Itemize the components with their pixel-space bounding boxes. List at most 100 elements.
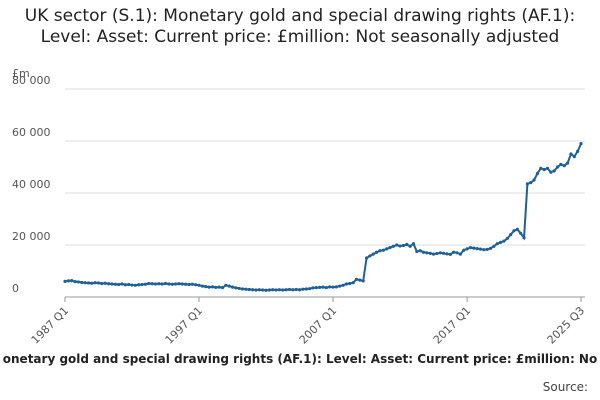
point bbox=[244, 287, 248, 291]
point bbox=[264, 288, 268, 292]
point bbox=[214, 285, 218, 289]
point bbox=[70, 279, 74, 283]
point bbox=[378, 249, 382, 253]
point bbox=[240, 287, 245, 291]
point bbox=[465, 247, 469, 251]
point bbox=[418, 249, 422, 253]
point bbox=[271, 288, 275, 292]
point bbox=[200, 284, 204, 288]
point bbox=[338, 284, 342, 288]
point bbox=[63, 279, 67, 283]
point bbox=[425, 251, 429, 255]
point bbox=[177, 282, 181, 286]
point bbox=[163, 281, 168, 286]
point bbox=[220, 286, 225, 290]
y-tick-label: 60 000 bbox=[12, 126, 51, 139]
point bbox=[234, 286, 238, 290]
point bbox=[321, 285, 325, 289]
point bbox=[291, 288, 295, 292]
point bbox=[488, 246, 493, 250]
point bbox=[237, 286, 241, 291]
point bbox=[140, 282, 144, 287]
x-tick-label: 1987 Q1 bbox=[29, 304, 72, 347]
source: Source: bbox=[542, 380, 588, 394]
point bbox=[509, 233, 513, 237]
point bbox=[529, 181, 533, 185]
point bbox=[204, 285, 208, 289]
point bbox=[197, 283, 201, 287]
point bbox=[545, 166, 550, 170]
point bbox=[391, 244, 395, 248]
point bbox=[173, 282, 178, 286]
point bbox=[552, 169, 556, 173]
point bbox=[371, 252, 375, 256]
point bbox=[307, 287, 312, 291]
point bbox=[261, 288, 265, 292]
y-tick-label: 0 bbox=[12, 282, 19, 295]
point bbox=[150, 282, 154, 286]
point bbox=[408, 244, 412, 248]
point bbox=[100, 281, 104, 286]
point bbox=[431, 252, 436, 256]
point bbox=[267, 288, 271, 292]
point bbox=[532, 178, 536, 182]
point bbox=[314, 286, 318, 290]
point bbox=[224, 283, 228, 287]
point bbox=[247, 287, 251, 292]
y-tick-label: 20 000 bbox=[12, 230, 51, 243]
point bbox=[364, 256, 369, 260]
point bbox=[344, 282, 349, 286]
point bbox=[277, 288, 282, 292]
point bbox=[475, 247, 479, 251]
point bbox=[210, 285, 215, 289]
point bbox=[281, 288, 285, 292]
point bbox=[445, 252, 449, 256]
point bbox=[157, 282, 161, 286]
point bbox=[351, 281, 355, 285]
point bbox=[66, 279, 70, 283]
x-tick-label: 2017 Q1 bbox=[431, 304, 474, 347]
point bbox=[559, 162, 563, 166]
point bbox=[127, 282, 131, 287]
point bbox=[522, 236, 526, 240]
point bbox=[297, 288, 302, 292]
point bbox=[83, 281, 87, 285]
point bbox=[328, 285, 332, 289]
point bbox=[73, 280, 77, 284]
y-tick-label: 80 000 bbox=[12, 74, 51, 87]
point bbox=[375, 250, 379, 254]
point bbox=[525, 182, 529, 186]
footer-title: onetary gold and special drawing rights … bbox=[2, 352, 598, 366]
point bbox=[398, 244, 402, 248]
point bbox=[549, 170, 553, 174]
point bbox=[217, 285, 221, 289]
point bbox=[227, 284, 231, 288]
point bbox=[381, 248, 385, 252]
point bbox=[301, 287, 305, 291]
point bbox=[143, 282, 148, 286]
point bbox=[274, 288, 278, 292]
point bbox=[160, 282, 164, 286]
line bbox=[64, 143, 582, 292]
point bbox=[184, 282, 188, 286]
point bbox=[478, 247, 483, 251]
point bbox=[448, 252, 452, 256]
point bbox=[452, 250, 456, 254]
point bbox=[334, 285, 339, 289]
point bbox=[572, 155, 576, 159]
point bbox=[230, 285, 235, 289]
point bbox=[455, 251, 459, 255]
point bbox=[311, 286, 315, 290]
point bbox=[512, 229, 516, 233]
point bbox=[562, 164, 566, 168]
point bbox=[539, 166, 543, 170]
y-unit: £m bbox=[12, 67, 30, 80]
point bbox=[361, 279, 365, 283]
point bbox=[117, 282, 121, 287]
point bbox=[194, 283, 198, 287]
point bbox=[458, 252, 462, 256]
point bbox=[498, 240, 503, 244]
point bbox=[187, 282, 191, 287]
point bbox=[358, 278, 362, 282]
